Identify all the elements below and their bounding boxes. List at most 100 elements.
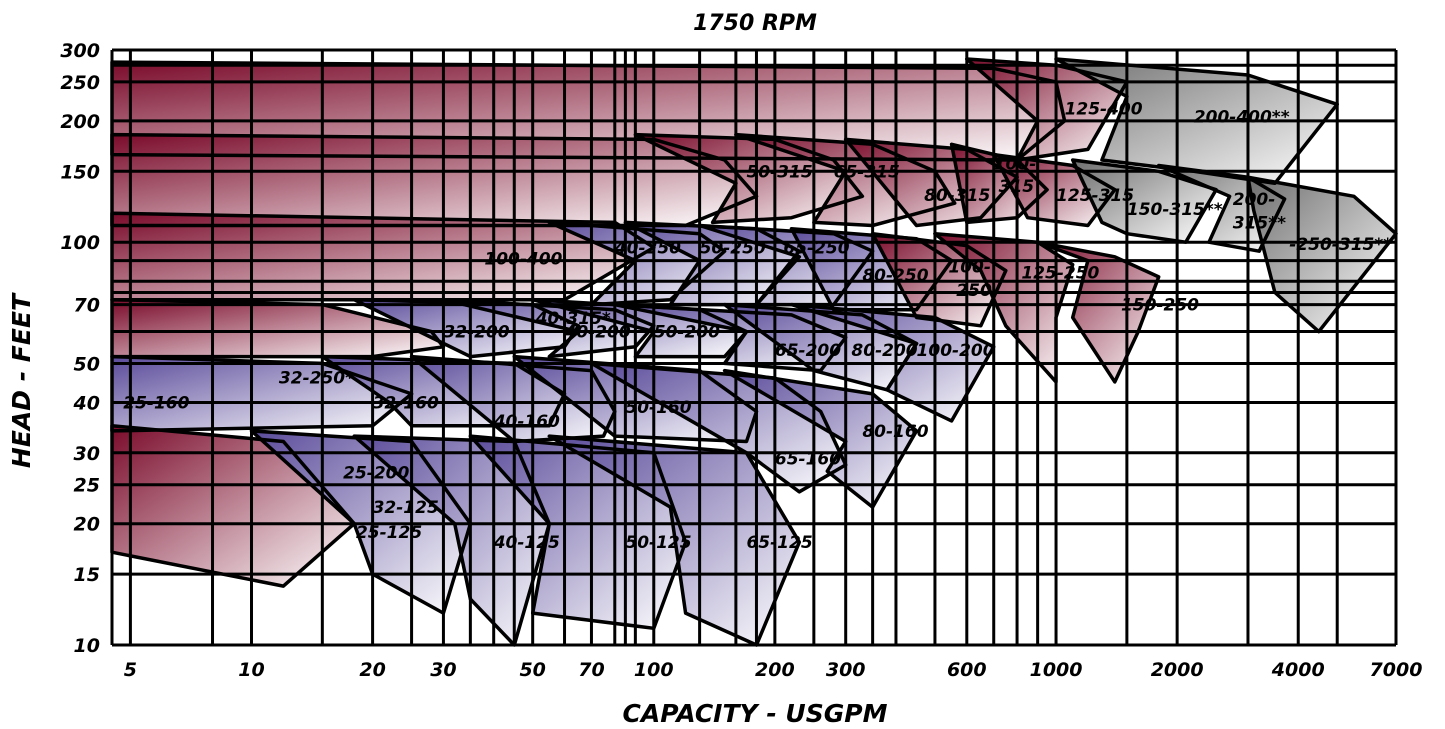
y-tick-label-8: 100 [60, 232, 100, 254]
region-label-40: 65-125 [746, 533, 812, 553]
region-label-13: -250-315** [1289, 235, 1392, 255]
region-fill-10 [1072, 160, 1217, 243]
region-outline-15 [547, 220, 727, 307]
region-label-23: 25-200 [343, 463, 409, 483]
region-outline-35 [722, 368, 919, 509]
region-outline-29 [789, 302, 996, 423]
region-label-31: 32-160 [373, 393, 439, 413]
region-outline-6 [843, 137, 1019, 228]
x-tick-label-5: 70 [578, 659, 604, 681]
regions-layer [112, 59, 1396, 645]
region-label-37: 32-125 [373, 498, 439, 518]
y-tick-label-6: 50 [74, 353, 100, 375]
region-outline-5 [734, 132, 957, 228]
region-label-30: 25-160 [123, 393, 189, 413]
region-outline-36 [110, 424, 356, 588]
region-outline-37 [249, 429, 473, 615]
region-label-16: 50-250 [700, 239, 766, 259]
region-label-10: 150-315** [1127, 200, 1223, 220]
x-tick-label-0: 5 [124, 659, 137, 681]
y-tick-label-11: 250 [60, 72, 100, 94]
region-outline-39 [468, 434, 688, 631]
region-label-9: 125-315 [1056, 186, 1134, 206]
region-fill-30 [112, 356, 412, 431]
region-label-15: 40-250 [614, 239, 681, 259]
region-label-35: 80-160 [862, 422, 928, 442]
x-tick-label-13: 7000 [1370, 659, 1423, 681]
y-tick-label-7: 70 [74, 295, 100, 317]
x-tick-label-8: 300 [826, 659, 866, 681]
region-label-33: 50-160 [625, 398, 691, 418]
region-outline-25 [441, 297, 656, 359]
region-label-2: 200-400** [1194, 108, 1290, 128]
chart-title: 1750 RPM [693, 11, 817, 36]
x-tick-label-10: 1000 [1030, 659, 1083, 681]
region-label-11: 200- [1233, 190, 1276, 210]
region-label-25: 40-200 [564, 323, 631, 343]
y-tick-label-0: 10 [74, 635, 100, 657]
x-tick-label-9: 600 [947, 659, 987, 681]
region-label-28: 80-200 [851, 341, 917, 361]
y-axis-title: HEAD - FEET [7, 292, 36, 468]
region-label-14: 32-250* [279, 368, 354, 388]
region-outline-1 [965, 57, 1129, 162]
region-outline-40 [547, 434, 802, 647]
region-label-34: 65-160 [775, 450, 841, 470]
y-tick-label-12: 300 [60, 40, 100, 62]
region-label-39: 50-125 [625, 533, 691, 553]
region-fill-1 [966, 59, 1127, 160]
region-outline-2 [1054, 57, 1339, 186]
region-fill-38 [354, 436, 550, 645]
x-tick-label-6: 100 [634, 659, 674, 681]
y-tick-label-3: 25 [74, 475, 100, 497]
region-label-26: 50-200 [654, 323, 720, 343]
y-tick-label-4: 30 [74, 443, 100, 465]
x-tick-label-11: 2000 [1151, 659, 1204, 681]
region-label-3: 40-315* [535, 309, 611, 329]
region-fill-14 [112, 213, 654, 300]
y-tick-label-2: 20 [74, 514, 100, 536]
region-label-4: 50-315 [746, 162, 812, 182]
region-label-6: 80-315 [924, 186, 990, 206]
region-label-27: 65-200 [775, 341, 841, 361]
region-label-17: 65-250 [783, 239, 849, 259]
x-tick-label-3: 30 [430, 659, 456, 681]
x-tick-label-12: 4000 [1271, 659, 1325, 681]
region-label-19: 100- [948, 258, 991, 278]
region-outline-32 [409, 354, 617, 444]
region-label-29: 100-200 [917, 341, 995, 361]
region-fill-22 [1037, 242, 1159, 382]
region-outline-10 [1070, 158, 1218, 244]
region-label-18: 80-250 [862, 266, 928, 286]
region-outline-13 [1246, 175, 1398, 334]
x-axis-title: CAPACITY - USGPM [623, 699, 888, 728]
region-label-12: 315** [1233, 213, 1286, 233]
region-label-0: 100-400 [484, 249, 562, 269]
region-label-24: 32-200 [443, 323, 509, 343]
y-tick-label-1: 15 [74, 564, 100, 586]
region-fill-29 [791, 304, 994, 421]
x-tick-label-2: 20 [359, 659, 385, 681]
region-label-38: 40-125 [493, 533, 560, 553]
region-label-22: 150-250 [1121, 296, 1199, 316]
region-outline-9 [991, 152, 1117, 228]
tick-layer: 5 10 20 30 50 70 100 200 300 600 1000 2000 4000 7000 1… [60, 40, 1422, 681]
region-label-36: 25-125 [356, 523, 422, 543]
region-label-7: 100- [994, 154, 1037, 174]
x-tick-label-1: 10 [238, 659, 264, 681]
region-label-layer: 100-400 125-400 200-400** 40-315* 50-315 65-3… [123, 99, 1392, 553]
x-tick-label-4: 50 [519, 659, 545, 681]
region-fill-23 [112, 299, 444, 357]
y-tick-label-9: 150 [60, 161, 100, 183]
region-label-20: 250 [956, 281, 992, 301]
region-fill-35 [724, 370, 917, 508]
region-outline-22 [1035, 240, 1161, 384]
region-label-5: 65-315 [834, 162, 900, 182]
y-tick-label-10: 200 [60, 111, 100, 133]
y-tick-label-5: 40 [73, 392, 100, 414]
region-outline-layer [110, 57, 1398, 647]
region-outline-14 [110, 211, 656, 302]
x-tick-label-7: 200 [755, 659, 795, 681]
region-label-8: 315 [999, 177, 1035, 197]
